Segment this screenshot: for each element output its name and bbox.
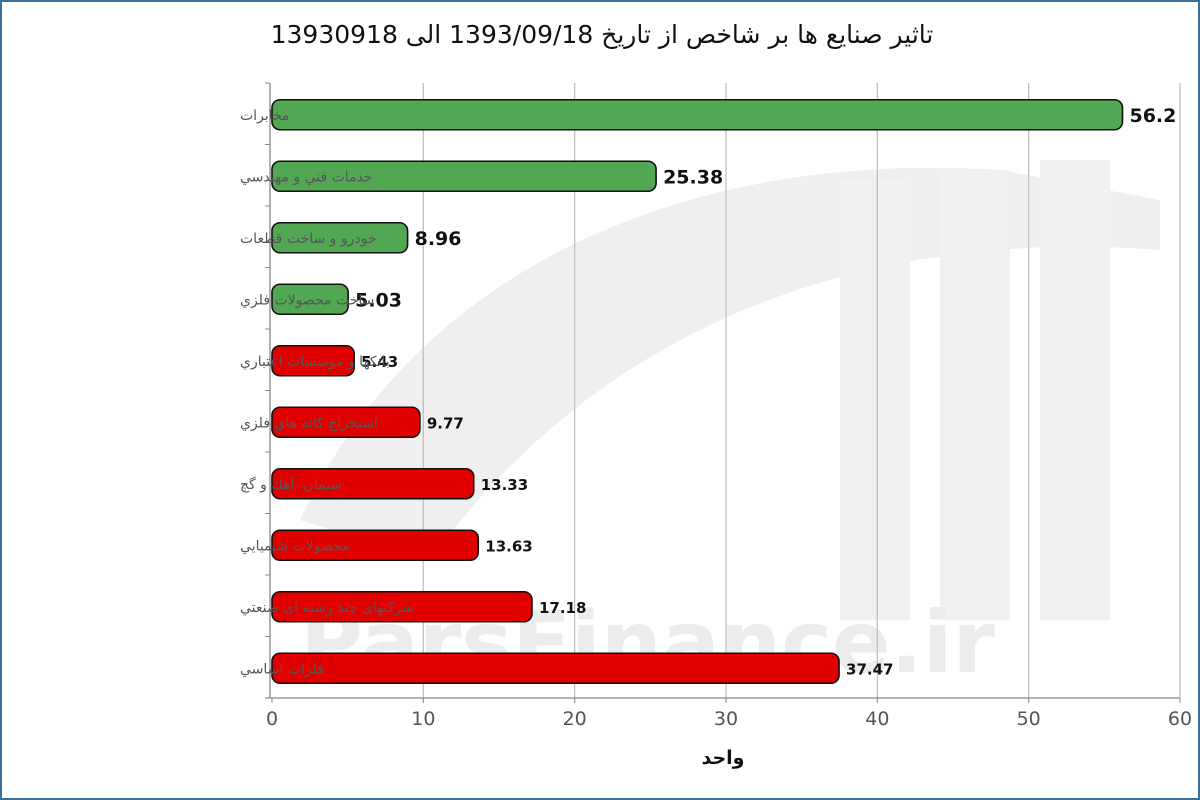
category-label: استخراج كانه هاي فلزي	[240, 415, 378, 431]
data-label: 17.18	[539, 599, 586, 617]
watermark-swoosh	[300, 167, 1160, 560]
bar	[271, 160, 657, 193]
data-label: 9.77	[427, 414, 464, 432]
data-label: 56.2	[1129, 105, 1176, 127]
x-tick-label: 50	[1017, 708, 1041, 730]
x-tick-label: 0	[266, 708, 278, 730]
category-label: محصولات شيميايي	[240, 538, 350, 554]
bars	[271, 98, 1124, 685]
category-label: سيمان، آهك و گچ	[240, 476, 342, 493]
category-label: بانكها و موسسات اعتباري	[240, 354, 390, 370]
watermark-bar	[940, 170, 1010, 620]
bar	[271, 529, 480, 562]
bar	[271, 344, 355, 377]
data-label: 13.33	[481, 476, 528, 494]
data-label: 37.47	[846, 660, 893, 678]
x-tick-label: 40	[865, 708, 889, 730]
category-label: فلزات اساسي	[240, 661, 324, 677]
data-label: 25.38	[663, 166, 723, 188]
x-tick-label: 30	[714, 708, 738, 730]
category-label: خودرو و ساخت قطعات	[240, 231, 377, 247]
labels: 56.2 مخابرات 25.38 خدمات فني و مهندسي 8.96 خو…	[240, 105, 1176, 679]
bar	[271, 98, 1124, 131]
x-tick-label: 10	[411, 708, 435, 730]
bar	[271, 652, 840, 685]
category-label: خدمات فني و مهندسي	[240, 169, 373, 185]
data-label: 13.63	[485, 537, 532, 555]
watermark: ParsFinance.ir	[300, 160, 1160, 693]
watermark-bar	[840, 180, 910, 620]
bar	[271, 590, 533, 623]
category-label: شركتهاي چند رشته اي صنعتي	[240, 600, 414, 616]
category-label: ساخت محصولات فلزي	[240, 292, 374, 308]
bar	[271, 406, 421, 439]
watermark-bar	[1040, 160, 1110, 620]
data-label: 5.03	[355, 289, 402, 311]
x-axis-title: واحد	[702, 747, 745, 769]
bar	[271, 467, 475, 500]
data-label: 8.96	[415, 228, 462, 250]
x-tick-label: 60	[1168, 708, 1192, 730]
category-label: مخابرات	[240, 108, 290, 124]
x-tick-label: 20	[563, 708, 587, 730]
bar	[271, 221, 409, 254]
chart-title: تاثیر صنایع ها بر شاخص از تاریخ 1393/09/…	[270, 20, 934, 49]
data-label: 5.43	[361, 353, 398, 371]
bar	[271, 283, 349, 316]
axes: 0 10 20 30 40 50 60 واحد	[265, 82, 1192, 769]
